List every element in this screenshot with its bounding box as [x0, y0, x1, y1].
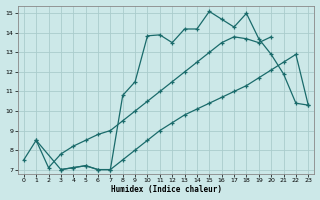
X-axis label: Humidex (Indice chaleur): Humidex (Indice chaleur)	[110, 185, 221, 194]
